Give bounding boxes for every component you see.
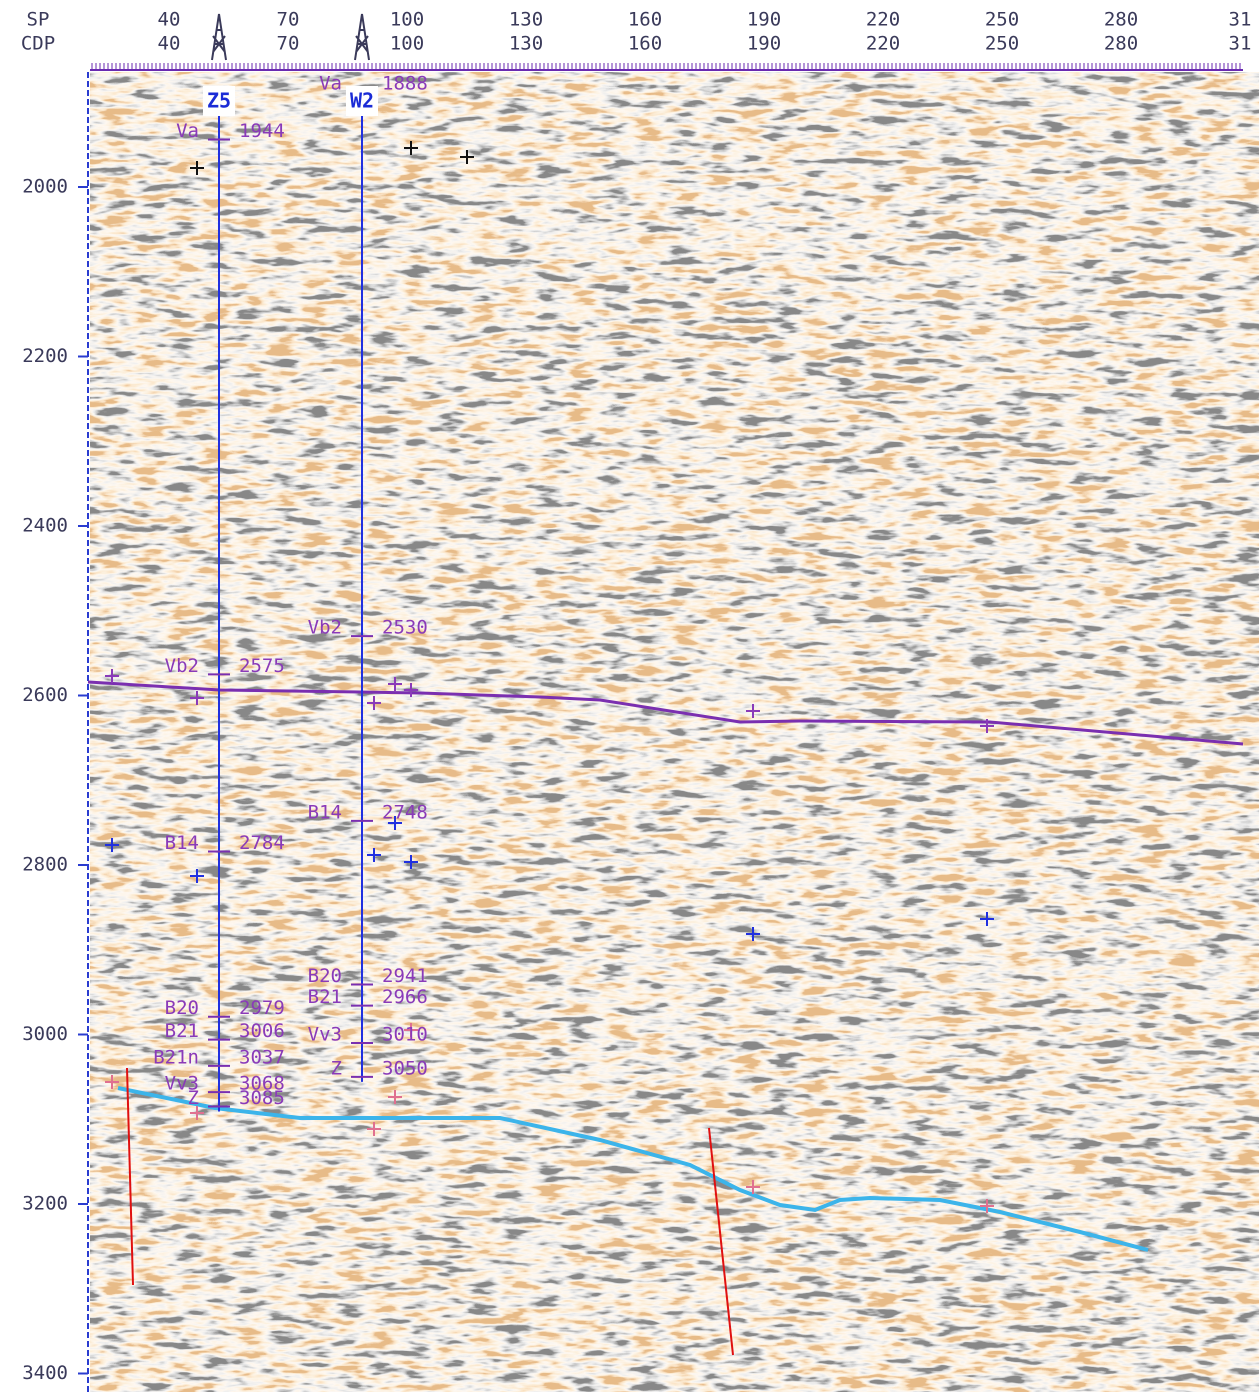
cdp-tick-label: 160 xyxy=(628,33,662,55)
time-tick-label: 2200 xyxy=(22,345,68,367)
top-label: B21n xyxy=(153,1046,199,1068)
pick-cross xyxy=(367,696,381,710)
pick-cross xyxy=(190,691,204,705)
sp-tick-label: 190 xyxy=(747,9,781,31)
pick-cross xyxy=(980,719,994,733)
time-tick-label: 2800 xyxy=(22,854,68,876)
time-tick-label: 2000 xyxy=(22,176,68,198)
cdp-tick-label: 70 xyxy=(277,33,300,55)
pick-cross xyxy=(980,1199,994,1213)
top-value: 3037 xyxy=(239,1046,285,1068)
top-value: 1888 xyxy=(382,73,428,95)
pick-cross xyxy=(367,848,381,862)
pick-cross xyxy=(388,677,402,691)
sp-tick-label: 70 xyxy=(277,9,300,31)
top-value: 2575 xyxy=(239,655,285,677)
pick-cross xyxy=(105,838,119,852)
top-label: B20 xyxy=(308,965,342,987)
top-label: Vb2 xyxy=(308,617,342,639)
pick-cross xyxy=(404,141,418,155)
top-value: 2966 xyxy=(382,986,428,1008)
seismic-texture xyxy=(90,72,1259,1392)
sp-tick-label: 160 xyxy=(628,9,662,31)
top-value: 2530 xyxy=(382,617,428,639)
top-label: B21 xyxy=(308,986,342,1008)
pick-cross xyxy=(105,669,119,683)
top-label: Vv3 xyxy=(165,1073,199,1095)
pick-cross xyxy=(105,1075,119,1089)
top-label: Va xyxy=(319,73,342,95)
horizon-purple xyxy=(87,680,1244,746)
top-label: Z xyxy=(331,1057,342,1079)
pick-cross xyxy=(980,912,994,926)
top-label: Vv3 xyxy=(308,1023,342,1045)
top-value: 2979 xyxy=(239,997,285,1019)
sp-header: SP xyxy=(27,9,50,31)
time-tick-label: 3400 xyxy=(22,1362,68,1384)
cdp-tick-label: 40 xyxy=(158,33,181,55)
cdp-tick-label: 31 xyxy=(1229,33,1252,55)
top-value: 3010 xyxy=(382,1023,428,1045)
top-value: 2784 xyxy=(239,832,285,854)
time-tick-label: 3200 xyxy=(22,1193,68,1215)
sp-tick-label: 280 xyxy=(1104,9,1138,31)
top-value: 3068 xyxy=(239,1073,285,1095)
well-label-box xyxy=(346,86,378,116)
top-label: Z xyxy=(188,1087,199,1109)
well-derrick xyxy=(211,13,227,61)
top-value: 1944 xyxy=(239,120,285,142)
well-derrick xyxy=(354,13,370,61)
sp-tick-label: 250 xyxy=(985,9,1019,31)
time-tick-label: 3000 xyxy=(22,1023,68,1045)
time-tick-label: 2400 xyxy=(22,515,68,537)
pick-cross xyxy=(388,816,402,830)
fault xyxy=(708,1127,734,1356)
pick-cross xyxy=(190,869,204,883)
top-value: 2941 xyxy=(382,965,428,987)
pick-cross xyxy=(746,704,760,718)
pick-cross xyxy=(367,1122,381,1136)
pick-cross xyxy=(404,683,418,697)
top-value: 3050 xyxy=(382,1057,428,1079)
top-label: B14 xyxy=(308,801,342,823)
top-label: Va xyxy=(176,120,199,142)
cdp-tick-label: 220 xyxy=(866,33,900,55)
pick-cross xyxy=(404,855,418,869)
cdp-tick-label: 250 xyxy=(985,33,1019,55)
top-value: 3006 xyxy=(239,1020,285,1042)
sp-tick-label: 40 xyxy=(158,9,181,31)
pick-cross xyxy=(404,1023,418,1037)
sp-tick-label: 130 xyxy=(509,9,543,31)
pick-cross xyxy=(190,1106,204,1120)
well-name: Z5 xyxy=(207,89,231,113)
fault xyxy=(126,1067,134,1286)
cdp-tick-label: 190 xyxy=(747,33,781,55)
top-label: Vb2 xyxy=(165,655,199,677)
well-label-box xyxy=(203,86,235,116)
pick-cross xyxy=(746,1180,760,1194)
pick-cross xyxy=(190,161,204,175)
cdp-tick-label: 100 xyxy=(390,33,424,55)
sp-tick-label: 220 xyxy=(866,9,900,31)
top-value: 2748 xyxy=(382,801,428,823)
pick-cross xyxy=(746,927,760,941)
cdp-tick-label: 280 xyxy=(1104,33,1138,55)
cdp-tick-label: 130 xyxy=(509,33,543,55)
horizon-cyan xyxy=(117,1086,1149,1252)
well-name: W2 xyxy=(350,89,374,113)
sp-tick-label: 100 xyxy=(390,9,424,31)
top-label: B14 xyxy=(165,832,199,854)
top-label: B20 xyxy=(165,997,199,1019)
time-tick-label: 2600 xyxy=(22,684,68,706)
cdp-header: CDP xyxy=(21,33,55,55)
top-value: 3085 xyxy=(239,1087,285,1109)
top-label: B21 xyxy=(165,1020,199,1042)
pick-cross xyxy=(460,150,474,164)
pick-cross xyxy=(388,1090,402,1104)
sp-tick-label: 31 xyxy=(1229,9,1252,31)
